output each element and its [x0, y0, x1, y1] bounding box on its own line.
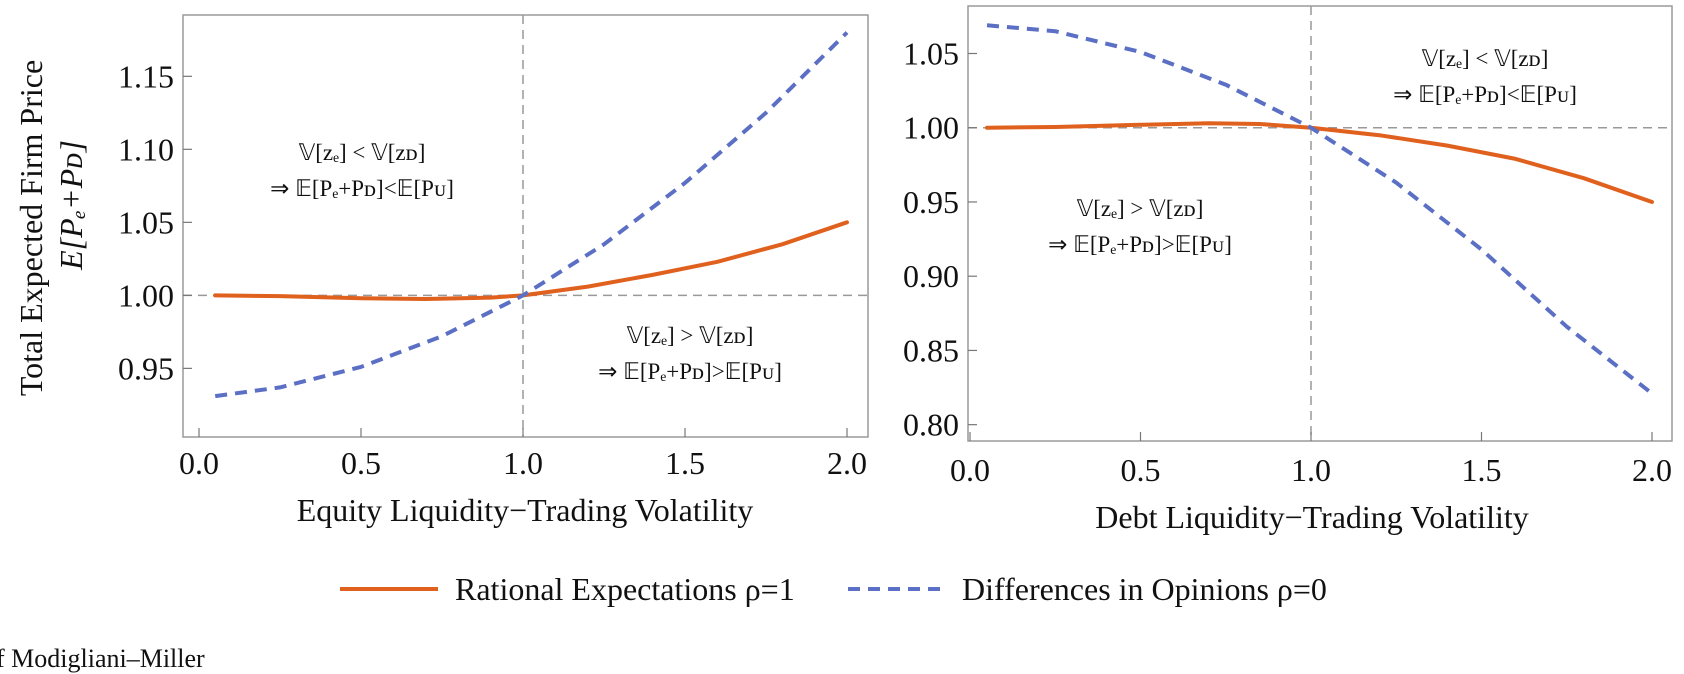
debt-annotation-lower-line2: ⇒ 𝔼[Pₑ+Pᴅ]>𝔼[Pᴜ] [1048, 232, 1232, 257]
equity-x-tick-label: 1.0 [503, 445, 543, 481]
debt-x-title: Debt Liquidity−Trading Volatility [1095, 499, 1528, 535]
equity-annotation-lower-line1: 𝕍[zₑ] > 𝕍[zᴅ] [627, 323, 754, 348]
equity-y-tick-label: 1.00 [118, 277, 174, 313]
equity-y-title-line1: Total Expected Firm Price [13, 60, 49, 396]
equity-x-tick-label: 2.0 [827, 445, 867, 481]
debt-plot-frame [967, 5, 1673, 442]
caption-text: f Modigliani–Miller [0, 644, 205, 673]
debt-series-differences-in-opinions [986, 23, 1654, 396]
equity-y-tick-label: 1.15 [118, 58, 174, 94]
debt-panel: 0.0 0.5 1.0 1.5 2.00.800.850.900.951.001.05 … [903, 5, 1673, 535]
equity-y-title-line2: E[Pₑ+Pᴅ] [53, 140, 89, 271]
legend-label-differences: Differences in Opinions ρ=0 [962, 571, 1327, 607]
legend: Rational Expectations ρ=1 Differences in… [340, 571, 1327, 607]
legend-label-rational: Rational Expectations ρ=1 [455, 571, 795, 607]
equity-x-tick-label: 0.0 [179, 445, 219, 481]
equity-x-tick-label: 1.5 [665, 445, 705, 481]
equity-annotation-lower-line2: ⇒ 𝔼[Pₑ+Pᴅ]>𝔼[Pᴜ] [598, 359, 782, 384]
debt-y-tick-label: 1.05 [903, 36, 959, 72]
debt-y-tick-label: 0.90 [903, 258, 959, 294]
equity-panel: 0.0 0.5 1.0 1.5 2.0 0.95 1.00 1.05 1.10 1.15 Tota… [13, 14, 869, 528]
debt-x-tick-label: 0.0 [950, 452, 990, 488]
equity-x-tick-label: 0.5 [341, 445, 381, 481]
equity-plot-frame [182, 14, 869, 438]
debt-x-tick-label: 0.5 [1121, 452, 1161, 488]
debt-annotation-upper-line2: ⇒ 𝔼[Pₑ+Pᴅ]<𝔼[Pᴜ] [1393, 82, 1577, 107]
debt-annotation-lower-line1: 𝕍[zₑ] > 𝕍[zᴅ] [1077, 196, 1204, 221]
equity-x-title: Equity Liquidity−Trading Volatility [297, 492, 754, 528]
equity-y-tick-label: 1.05 [118, 204, 174, 240]
debt-annotation-upper-line1: 𝕍[zₑ] < 𝕍[zᴅ] [1422, 46, 1549, 71]
equity-y-tick-label: 0.95 [118, 350, 174, 386]
equity-series-differences-in-opinions [214, 31, 849, 399]
equity-annotation-upper-line2: ⇒ 𝔼[Pₑ+Pᴅ]<𝔼[Pᴜ] [270, 176, 454, 201]
debt-x-tick-label: 1.0 [1291, 452, 1331, 488]
debt-series-rational-expectations [985, 121, 1654, 204]
equity-annotation-upper-line1: 𝕍[zₑ] < 𝕍[zᴅ] [299, 140, 426, 165]
equity-marks: 0.0 0.5 1.0 1.5 2.0 0.95 1.00 1.05 1.10 1.15 [118, 15, 868, 481]
debt-x-tick-label: 2.0 [1632, 452, 1672, 488]
debt-marks: 0.0 0.5 1.0 1.5 2.0 0.80 0.85 0.90 0.95 1.00 1.05 [903, 6, 1672, 488]
debt-y-tick-label: 0.95 [903, 184, 959, 220]
debt-x-tick-label: 1.5 [1462, 452, 1502, 488]
debt-y-tick-label: 1.00 [903, 110, 959, 146]
debt-y-tick-label: 0.85 [903, 332, 959, 368]
equity-series-rational-expectations [213, 220, 849, 301]
equity-y-tick-label: 1.10 [118, 131, 174, 167]
debt-y-tick-label: 0.80 [903, 407, 959, 443]
